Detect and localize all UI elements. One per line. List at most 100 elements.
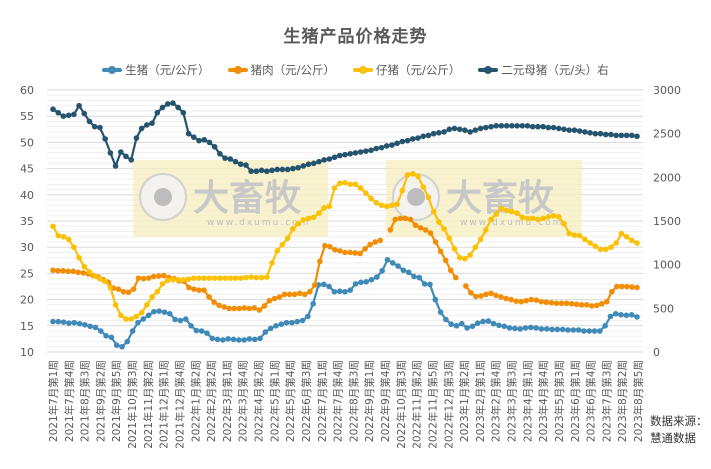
data-point[interactable]: [112, 163, 119, 169]
data-point[interactable]: [420, 133, 427, 140]
data-point[interactable]: [295, 164, 301, 171]
data-point[interactable]: [316, 210, 322, 216]
data-point[interactable]: [488, 290, 494, 297]
data-point[interactable]: [623, 233, 630, 240]
data-point[interactable]: [217, 275, 223, 281]
data-point[interactable]: [368, 276, 375, 283]
data-point[interactable]: [138, 309, 145, 316]
data-point[interactable]: [568, 300, 575, 307]
data-point[interactable]: [290, 226, 296, 232]
data-point[interactable]: [379, 267, 385, 274]
data-point[interactable]: [299, 317, 306, 324]
data-point[interactable]: [623, 312, 630, 319]
data-point[interactable]: [55, 267, 61, 274]
data-point[interactable]: [175, 104, 181, 111]
data-point[interactable]: [545, 124, 552, 131]
data-point[interactable]: [217, 150, 223, 157]
data-point[interactable]: [102, 278, 108, 285]
data-point[interactable]: [493, 123, 500, 129]
data-point[interactable]: [129, 328, 136, 334]
data-point[interactable]: [124, 338, 131, 345]
data-point[interactable]: [175, 276, 181, 283]
data-point[interactable]: [66, 320, 72, 326]
data-point[interactable]: [400, 267, 407, 274]
data-point[interactable]: [488, 123, 494, 130]
data-point[interactable]: [222, 155, 228, 161]
data-point[interactable]: [206, 294, 212, 300]
data-point[interactable]: [191, 286, 197, 292]
data-point[interactable]: [320, 281, 327, 288]
data-point[interactable]: [368, 195, 374, 202]
data-point[interactable]: [289, 319, 295, 326]
data-point[interactable]: [421, 281, 428, 287]
data-point[interactable]: [87, 323, 93, 330]
data-point[interactable]: [373, 199, 380, 206]
data-point[interactable]: [629, 284, 635, 290]
data-point[interactable]: [374, 274, 380, 280]
data-point[interactable]: [60, 319, 67, 325]
data-point[interactable]: [50, 318, 56, 325]
data-point[interactable]: [201, 287, 207, 293]
data-point[interactable]: [211, 275, 218, 281]
data-point[interactable]: [559, 326, 566, 333]
data-point[interactable]: [523, 297, 530, 304]
data-point[interactable]: [586, 328, 593, 334]
data-point[interactable]: [290, 165, 296, 172]
data-point[interactable]: [570, 327, 577, 333]
data-point[interactable]: [566, 230, 573, 237]
data-point[interactable]: [227, 275, 234, 281]
data-point[interactable]: [387, 227, 394, 233]
data-point[interactable]: [446, 235, 453, 242]
data-point[interactable]: [448, 321, 454, 328]
data-point[interactable]: [517, 326, 523, 332]
data-point[interactable]: [394, 140, 400, 147]
data-point[interactable]: [389, 142, 395, 148]
data-point[interactable]: [456, 126, 463, 133]
data-point[interactable]: [623, 132, 630, 139]
data-point[interactable]: [281, 291, 288, 298]
data-point[interactable]: [415, 173, 421, 180]
data-point[interactable]: [149, 294, 155, 300]
data-point[interactable]: [538, 298, 545, 305]
data-point[interactable]: [196, 275, 202, 281]
data-point[interactable]: [436, 219, 442, 225]
data-point[interactable]: [372, 239, 379, 245]
data-point[interactable]: [453, 323, 460, 329]
data-point[interactable]: [535, 123, 541, 130]
data-point[interactable]: [300, 217, 307, 223]
data-point[interactable]: [545, 214, 552, 220]
data-point[interactable]: [60, 233, 67, 240]
data-point[interactable]: [373, 145, 380, 152]
data-point[interactable]: [582, 129, 588, 135]
data-point[interactable]: [602, 246, 609, 253]
data-point[interactable]: [119, 343, 125, 350]
data-point[interactable]: [482, 124, 489, 131]
data-point[interactable]: [514, 123, 520, 129]
data-point[interactable]: [167, 310, 173, 317]
data-point[interactable]: [357, 149, 364, 155]
data-point[interactable]: [117, 312, 124, 319]
data-point[interactable]: [284, 166, 291, 173]
data-point[interactable]: [430, 208, 437, 215]
data-point[interactable]: [140, 275, 147, 282]
data-point[interactable]: [144, 302, 150, 308]
data-point[interactable]: [262, 329, 269, 335]
data-point[interactable]: [97, 328, 104, 334]
data-point[interactable]: [477, 125, 484, 132]
data-point[interactable]: [553, 300, 560, 307]
data-point[interactable]: [587, 129, 593, 136]
data-point[interactable]: [170, 100, 176, 106]
data-point[interactable]: [529, 123, 536, 130]
data-point[interactable]: [347, 287, 354, 293]
data-point[interactable]: [378, 202, 385, 209]
data-point[interactable]: [352, 281, 359, 287]
data-point[interactable]: [154, 109, 161, 116]
data-point[interactable]: [519, 214, 526, 221]
data-point[interactable]: [404, 172, 411, 178]
data-point[interactable]: [271, 295, 278, 302]
data-point[interactable]: [266, 297, 273, 304]
data-point[interactable]: [503, 123, 510, 129]
data-point[interactable]: [50, 223, 56, 230]
data-point[interactable]: [133, 135, 140, 141]
data-point[interactable]: [513, 298, 519, 304]
